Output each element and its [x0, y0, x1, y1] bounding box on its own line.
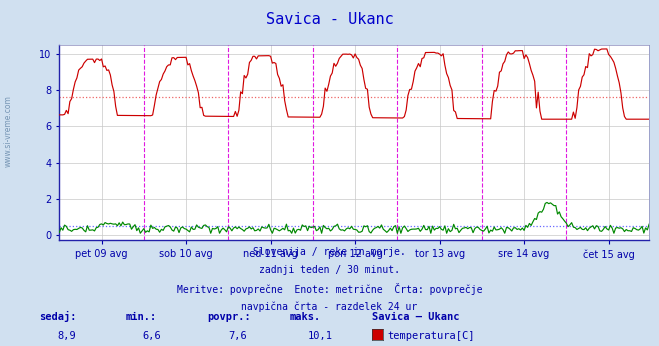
Text: Savica - Ukanc: Savica - Ukanc [266, 12, 393, 27]
Text: Savica – Ukanc: Savica – Ukanc [372, 312, 460, 322]
Text: 7,6: 7,6 [229, 331, 247, 341]
Text: navpična črta - razdelek 24 ur: navpična črta - razdelek 24 ur [241, 301, 418, 312]
Text: Slovenija / reke in morje.: Slovenija / reke in morje. [253, 247, 406, 257]
Text: temperatura[C]: temperatura[C] [387, 331, 475, 341]
Text: 6,6: 6,6 [143, 331, 161, 341]
Text: Meritve: povprečne  Enote: metrične  Črta: povprečje: Meritve: povprečne Enote: metrične Črta:… [177, 283, 482, 295]
Text: 8,9: 8,9 [57, 331, 76, 341]
Text: www.si-vreme.com: www.si-vreme.com [4, 95, 13, 167]
Text: sedaj:: sedaj: [40, 311, 77, 322]
Text: povpr.:: povpr.: [208, 312, 251, 322]
Text: 10,1: 10,1 [308, 331, 333, 341]
Text: zadnji teden / 30 minut.: zadnji teden / 30 minut. [259, 265, 400, 275]
Text: maks.: maks. [290, 312, 321, 322]
Text: min.:: min.: [125, 312, 156, 322]
